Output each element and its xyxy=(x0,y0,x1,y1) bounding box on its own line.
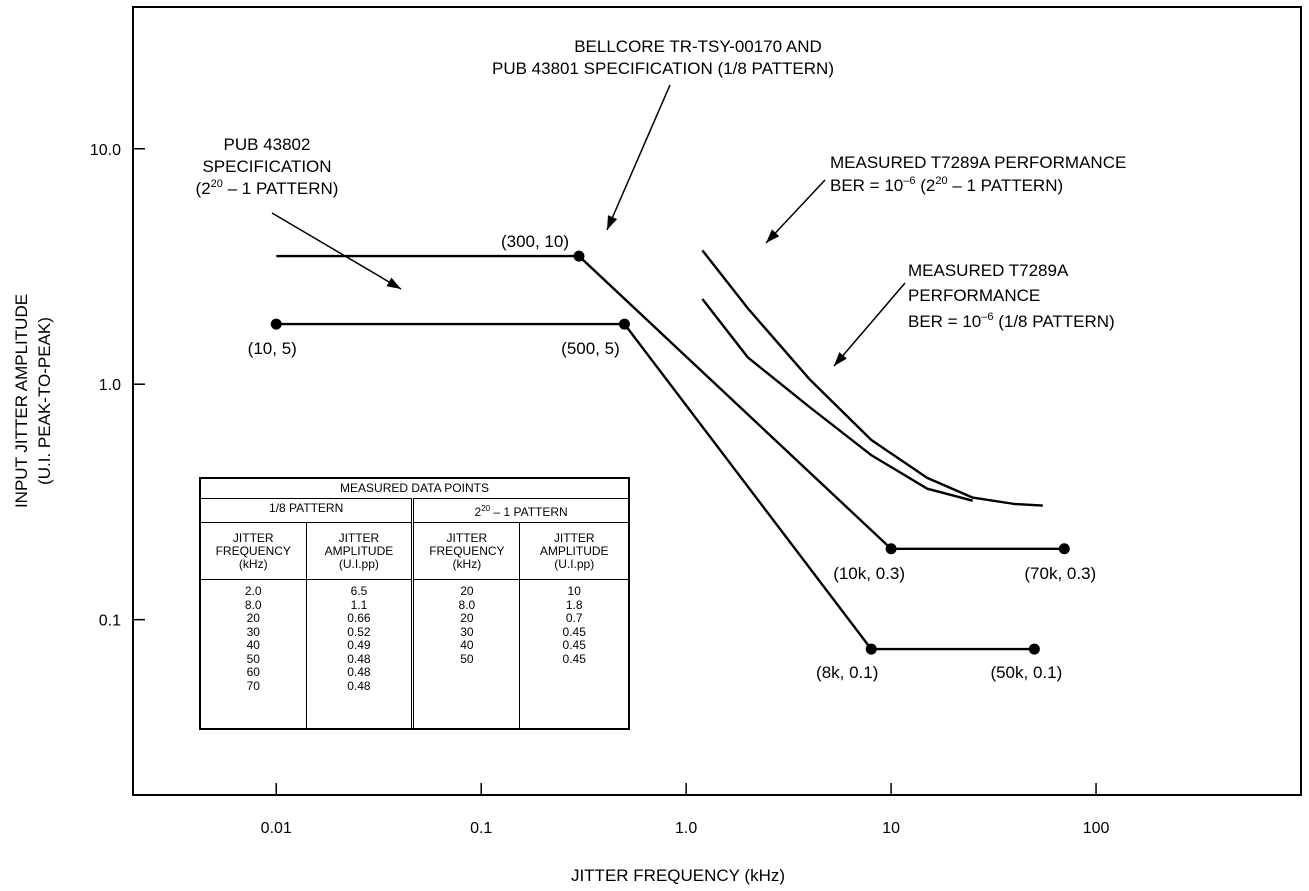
cell-freq-2e20-4: 40 xyxy=(414,639,519,653)
point-marker-3 xyxy=(886,543,897,554)
col-head-amp-18: JITTER AMPLITUDE (U.I.pp) xyxy=(306,523,413,580)
cell-freq-2e20-1: 8.0 xyxy=(414,599,519,613)
measured-data-table: MEASURED DATA POINTS 1/8 PATTERN 220 – 1… xyxy=(199,477,630,730)
col-amp-18-values: 6.5 1.1 0.66 0.52 0.49 0.48 0.48 0.48 xyxy=(307,585,412,693)
x-tick-label-3: 10 xyxy=(882,820,900,837)
cell-amp-2e20-3: 0.45 xyxy=(520,626,628,640)
cell-amp-18-4: 0.49 xyxy=(307,639,412,653)
col-freq-18-values: 2.0 8.0 20 30 40 50 60 70 xyxy=(201,585,306,693)
point-marker-0 xyxy=(271,319,282,330)
pub43802-label-line2: SPECIFICATION xyxy=(202,157,331,176)
point-label-3: (10k, 0.3) xyxy=(833,564,905,583)
y-tick-label-1: 1.0 xyxy=(99,377,121,394)
point-marker-1 xyxy=(619,319,630,330)
pub43802-label-line3: (220 – 1 PATTERN) xyxy=(196,178,339,198)
col-amp-2e20-values: 10 1.8 0.7 0.45 0.45 0.45 xyxy=(520,585,628,666)
y-tick-label-0: 10.0 xyxy=(90,142,121,159)
cell-freq-18-4: 40 xyxy=(201,639,306,653)
point-label-4: (70k, 0.3) xyxy=(1024,564,1096,583)
bellcore-label-line1: BELLCORE TR-TSY-00170 AND xyxy=(574,37,822,56)
x-tick-label-4: 100 xyxy=(1083,820,1110,837)
y-axis-title: INPUT JITTER AMPLITUDE xyxy=(12,294,31,508)
cell-amp-18-0: 6.5 xyxy=(307,585,412,599)
point-label-0: (10, 5) xyxy=(248,339,297,358)
x-axis-title: JITTER FREQUENCY (kHz) xyxy=(571,866,785,885)
x-tick-label-1: 0.1 xyxy=(470,820,492,837)
cell-amp-2e20-0: 10 xyxy=(520,585,628,599)
cell-amp-18-6: 0.48 xyxy=(307,666,412,680)
point-label-2: (300, 10) xyxy=(501,232,569,251)
x-tick-label-2: 1.0 xyxy=(675,820,697,837)
cell-amp-18-3: 0.52 xyxy=(307,626,412,640)
col-head-freq-18: JITTER FREQUENCY (kHz) xyxy=(201,523,306,580)
measured-18-label-line3: BER = 10–6 (1/8 PATTERN) xyxy=(908,311,1115,331)
col-head-freq-2e20: JITTER FREQUENCY (kHz) xyxy=(413,523,520,580)
x-tick-label-0: 0.01 xyxy=(261,820,292,837)
table-title: MEASURED DATA POINTS xyxy=(201,479,628,499)
col-head-amp-2e20: JITTER AMPLITUDE (U.I.pp) xyxy=(520,523,628,580)
cell-freq-18-3: 30 xyxy=(201,626,306,640)
cell-freq-18-5: 50 xyxy=(201,653,306,667)
y-axis-title-units: (U.I. PEAK-TO-PEAK) xyxy=(35,317,54,485)
cell-amp-2e20-5: 0.45 xyxy=(520,653,628,667)
cell-freq-18-6: 60 xyxy=(201,666,306,680)
arrow-bellcore-shaft xyxy=(607,85,670,230)
cell-freq-2e20-0: 20 xyxy=(414,585,519,599)
cell-freq-2e20-5: 50 xyxy=(414,653,519,667)
cell-amp-2e20-4: 0.45 xyxy=(520,639,628,653)
measured-2e20-label-line1: MEASURED T7289A PERFORMANCE xyxy=(830,153,1126,172)
cell-freq-18-0: 2.0 xyxy=(201,585,306,599)
cell-freq-2e20-3: 30 xyxy=(414,626,519,640)
arrow-measured-18-shaft xyxy=(834,283,905,366)
cell-amp-18-7: 0.48 xyxy=(307,680,412,694)
arrow-bellcore-head xyxy=(607,215,617,230)
cell-amp-18-1: 1.1 xyxy=(307,599,412,613)
cell-freq-18-1: 8.0 xyxy=(201,599,306,613)
point-marker-5 xyxy=(866,644,877,655)
bellcore-label-line2: PUB 43801 SPECIFICATION (1/8 PATTERN) xyxy=(492,59,834,78)
table-group-18: 1/8 PATTERN xyxy=(201,499,413,523)
point-marker-2 xyxy=(573,251,584,262)
cell-amp-2e20-2: 0.7 xyxy=(520,612,628,626)
cell-amp-18-5: 0.48 xyxy=(307,653,412,667)
cell-freq-18-7: 70 xyxy=(201,680,306,694)
table-group-2e20: 220 – 1 PATTERN xyxy=(413,499,628,523)
cell-amp-18-2: 0.66 xyxy=(307,612,412,626)
cell-freq-18-2: 20 xyxy=(201,612,306,626)
measured-2e20-label-line2: BER = 10–6 (220 – 1 PATTERN) xyxy=(830,175,1063,195)
point-marker-6 xyxy=(1029,644,1040,655)
point-marker-4 xyxy=(1059,543,1070,554)
cell-freq-2e20-2: 20 xyxy=(414,612,519,626)
y-tick-label-2: 0.1 xyxy=(99,613,121,630)
arrow-pub43802-head xyxy=(386,278,401,289)
point-label-5: (8k, 0.1) xyxy=(816,663,878,682)
pub43802-label-line1: PUB 43802 xyxy=(224,135,311,154)
col-freq-2e20-values: 20 8.0 20 30 40 50 xyxy=(414,585,519,666)
measured-18-label-line2: PERFORMANCE xyxy=(908,286,1040,305)
measured-18-label-line1: MEASURED T7289A xyxy=(908,261,1069,280)
point-label-1: (500, 5) xyxy=(561,339,620,358)
arrow-pub43802-shaft xyxy=(272,213,401,289)
point-label-6: (50k, 0.1) xyxy=(990,663,1062,682)
cell-amp-2e20-1: 1.8 xyxy=(520,599,628,613)
